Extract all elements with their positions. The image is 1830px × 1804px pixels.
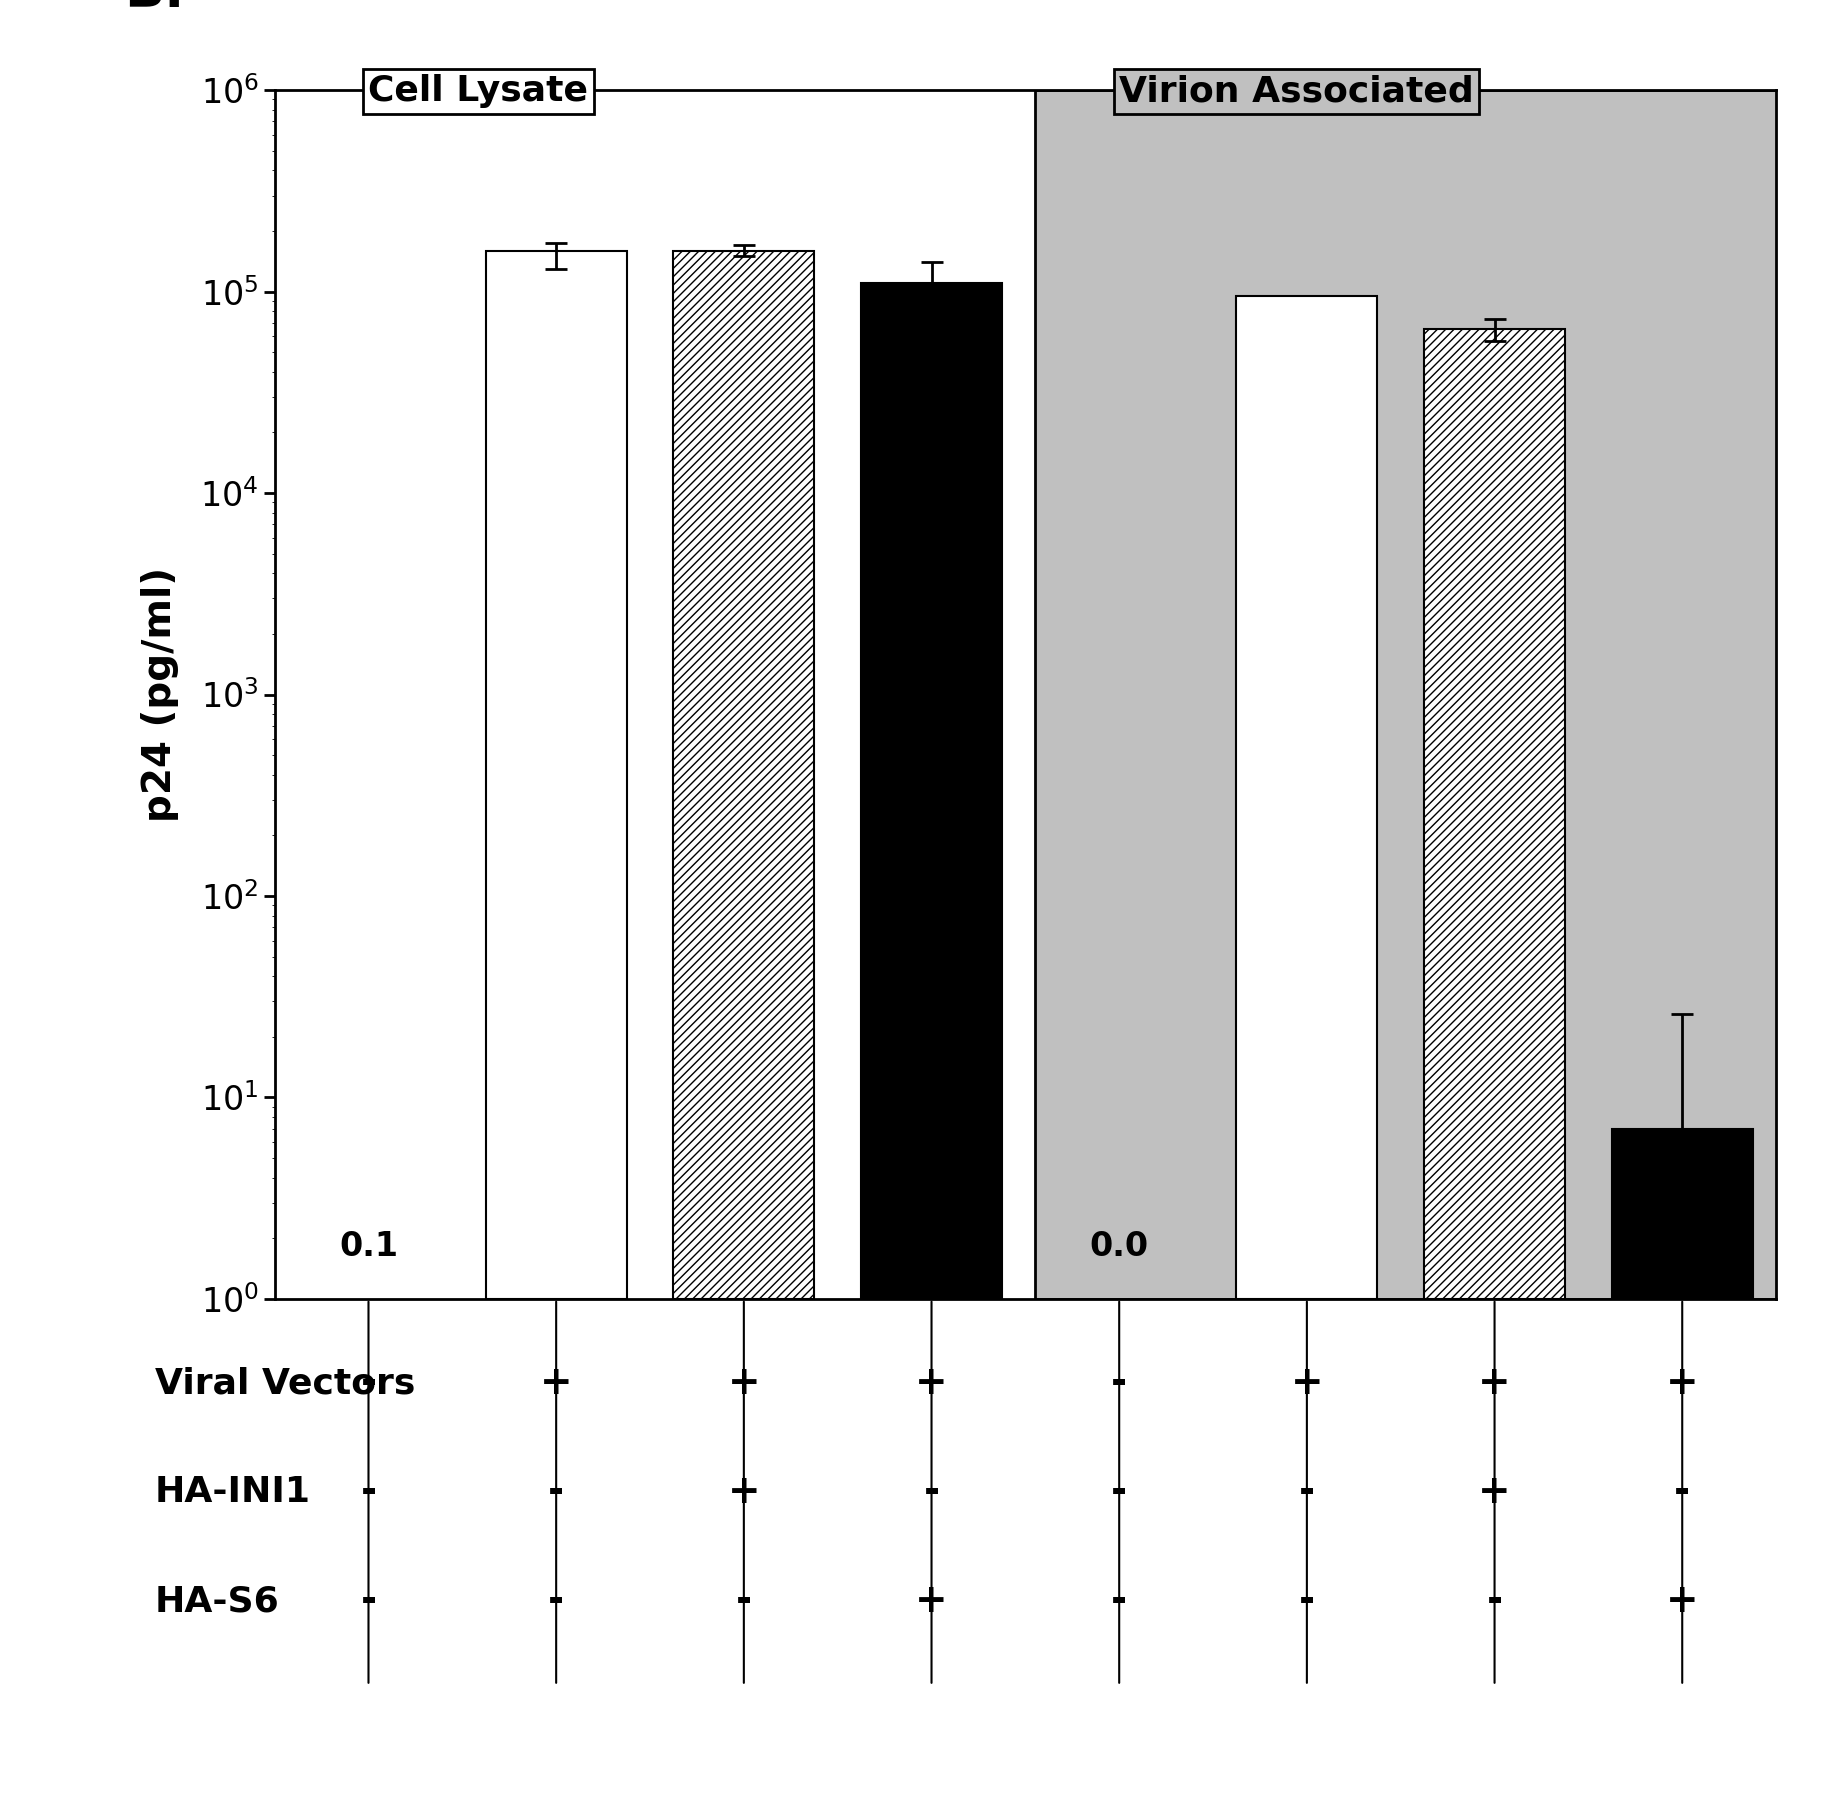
Bar — [673, 251, 814, 1299]
Text: +: + — [1665, 1364, 1698, 1402]
Bar — [485, 251, 626, 1299]
Text: -: - — [1111, 1582, 1127, 1620]
Text: Virion Associated: Virion Associated — [1118, 74, 1473, 108]
Text: +: + — [915, 1582, 948, 1620]
Bar — [1424, 330, 1565, 1299]
Y-axis label: p24 (pg/ml): p24 (pg/ml) — [141, 566, 179, 823]
Text: -: - — [1111, 1474, 1127, 1512]
Text: B.: B. — [124, 0, 185, 18]
Text: +: + — [915, 1364, 948, 1402]
Text: 0.1: 0.1 — [339, 1230, 397, 1263]
Text: HA-INI1: HA-INI1 — [154, 1476, 311, 1510]
Text: +: + — [1477, 1474, 1510, 1512]
Text: -: - — [547, 1474, 564, 1512]
Text: +: + — [727, 1474, 759, 1512]
Bar — [1235, 296, 1376, 1299]
Text: Viral Vectors: Viral Vectors — [154, 1366, 415, 1400]
Text: -: - — [1673, 1474, 1689, 1512]
Text: -: - — [547, 1582, 564, 1620]
Text: -: - — [361, 1364, 377, 1402]
Text: +: + — [1290, 1364, 1323, 1402]
Text: -: - — [361, 1474, 377, 1512]
Text: +: + — [727, 1364, 759, 1402]
Text: Cell Lysate: Cell Lysate — [368, 74, 587, 108]
Text: -: - — [1486, 1582, 1502, 1620]
Text: -: - — [1297, 1582, 1314, 1620]
Text: -: - — [361, 1582, 377, 1620]
Bar — [860, 283, 1001, 1299]
Text: HA-S6: HA-S6 — [154, 1584, 280, 1618]
Text: -: - — [736, 1582, 752, 1620]
Text: -: - — [1111, 1364, 1127, 1402]
Text: -: - — [922, 1474, 939, 1512]
Text: -: - — [1297, 1474, 1314, 1512]
FancyBboxPatch shape — [1034, 90, 1784, 1299]
Text: 0.0: 0.0 — [1089, 1230, 1147, 1263]
Text: +: + — [1477, 1364, 1510, 1402]
Text: +: + — [1665, 1582, 1698, 1620]
Bar — [1610, 1129, 1751, 1299]
Text: +: + — [540, 1364, 573, 1402]
